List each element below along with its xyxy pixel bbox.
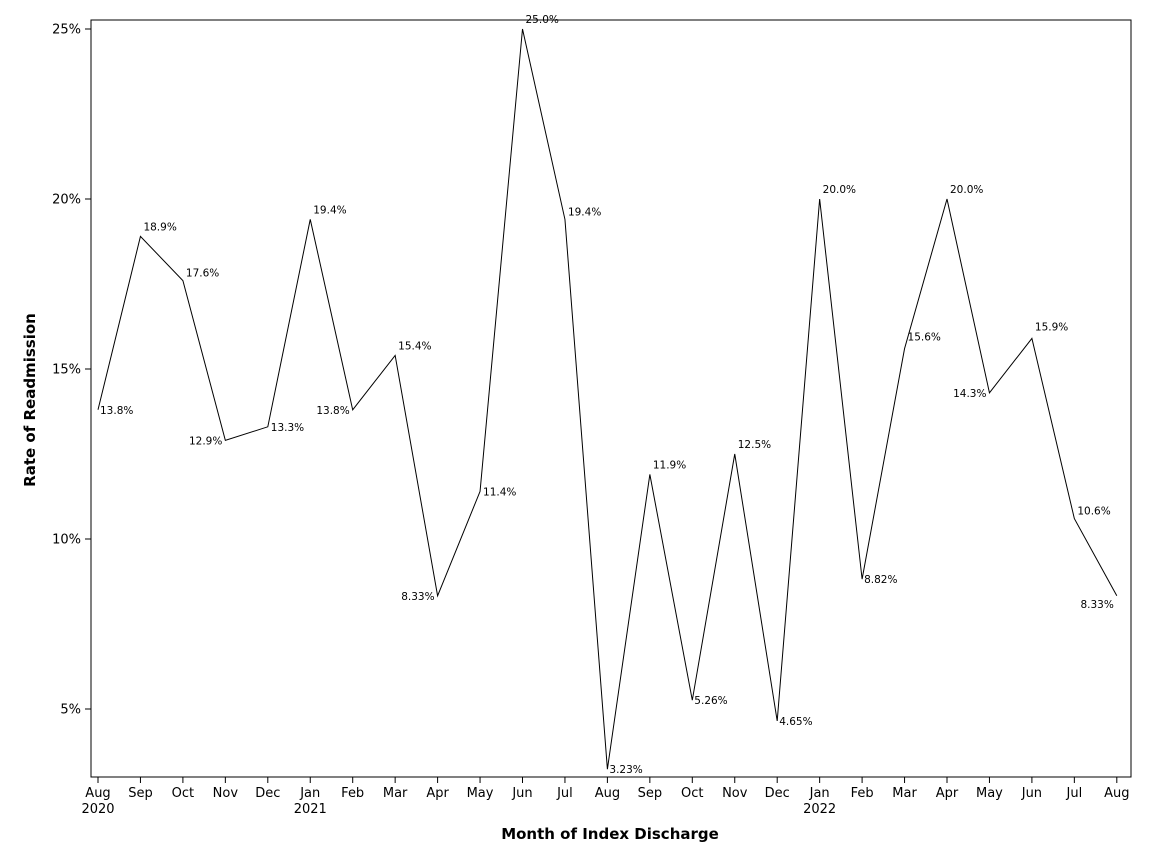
x-tick-label: Sep: [638, 786, 663, 801]
data-label: 12.5%: [738, 439, 771, 451]
data-label: 8.82%: [864, 574, 897, 586]
x-tick-label: May: [467, 786, 494, 801]
data-label: 8.33%: [401, 591, 434, 603]
x-tick-label: Nov: [213, 786, 239, 801]
data-label: 3.23%: [609, 764, 642, 776]
data-label: 14.3%: [953, 388, 986, 400]
data-label: 19.4%: [313, 204, 346, 216]
data-label: 10.6%: [1077, 506, 1110, 518]
x-year-label: 2021: [294, 802, 327, 817]
data-label: 15.6%: [908, 332, 941, 344]
series-line: [97, 28, 1118, 770]
y-tick-label: 5%: [60, 703, 81, 718]
x-tick-label: Mar: [892, 786, 917, 801]
plot-frame: [90, 19, 1132, 778]
data-label: 8.33%: [1080, 599, 1113, 611]
x-tick-label: Jul: [556, 786, 573, 801]
x-tick-label: Aug: [85, 786, 110, 801]
x-tick-label: Aug: [595, 786, 620, 801]
data-label: 5.26%: [694, 695, 727, 707]
x-year-label: 2020: [81, 802, 114, 817]
y-tick-label: 15%: [52, 363, 81, 378]
x-tick-label: Feb: [341, 786, 364, 801]
x-tick-label: Apr: [936, 786, 959, 801]
data-label: 11.9%: [653, 459, 686, 471]
x-tick-label: Dec: [765, 786, 790, 801]
x-tick-label: Jan: [299, 786, 320, 801]
x-tick-label: Jul: [1066, 786, 1083, 801]
x-tick-label: Jun: [1021, 786, 1042, 801]
data-label: 12.9%: [189, 435, 222, 447]
data-label: 25.0%: [526, 14, 559, 26]
data-label: 13.3%: [271, 422, 304, 434]
data-label: 17.6%: [186, 268, 219, 280]
y-axis-title: Rate of Readmission: [21, 313, 39, 487]
x-tick-label: Dec: [255, 786, 280, 801]
data-label: 15.4%: [398, 340, 431, 352]
x-tick-label: Jan: [809, 786, 830, 801]
data-label: 18.9%: [143, 221, 176, 233]
x-tick-label: Nov: [722, 786, 748, 801]
data-label: 11.4%: [483, 486, 516, 498]
y-tick-label: 25%: [52, 23, 81, 38]
y-tick-label: 20%: [52, 193, 81, 208]
x-tick-label: Aug: [1104, 786, 1129, 801]
data-label: 4.65%: [779, 716, 812, 728]
data-label: 19.4%: [568, 206, 601, 218]
y-tick-label: 10%: [52, 533, 81, 548]
x-tick-label: May: [976, 786, 1003, 801]
x-tick-label: Oct: [172, 786, 194, 801]
x-tick-label: Sep: [128, 786, 153, 801]
data-label: 20.0%: [823, 184, 856, 196]
data-label: 13.8%: [316, 405, 349, 417]
x-tick-label: Apr: [426, 786, 449, 801]
data-label: 20.0%: [950, 184, 983, 196]
x-axis-title: Month of Index Discharge: [501, 825, 719, 843]
y-axis: 5% 10% 15% 20% 25%: [52, 23, 91, 718]
data-labels: 13.8% 18.9% 17.6% 12.9% 13.3% 19.4% 13.8% 15.4%…: [100, 14, 1114, 776]
data-label: 15.9%: [1035, 321, 1068, 333]
x-tick-label: Mar: [383, 786, 408, 801]
x-tick-label: Feb: [851, 786, 874, 801]
data-label: 13.8%: [100, 405, 133, 417]
x-year-label: 2022: [803, 802, 836, 817]
x-tick-label: Oct: [681, 786, 703, 801]
x-tick-label: Jun: [511, 786, 532, 801]
